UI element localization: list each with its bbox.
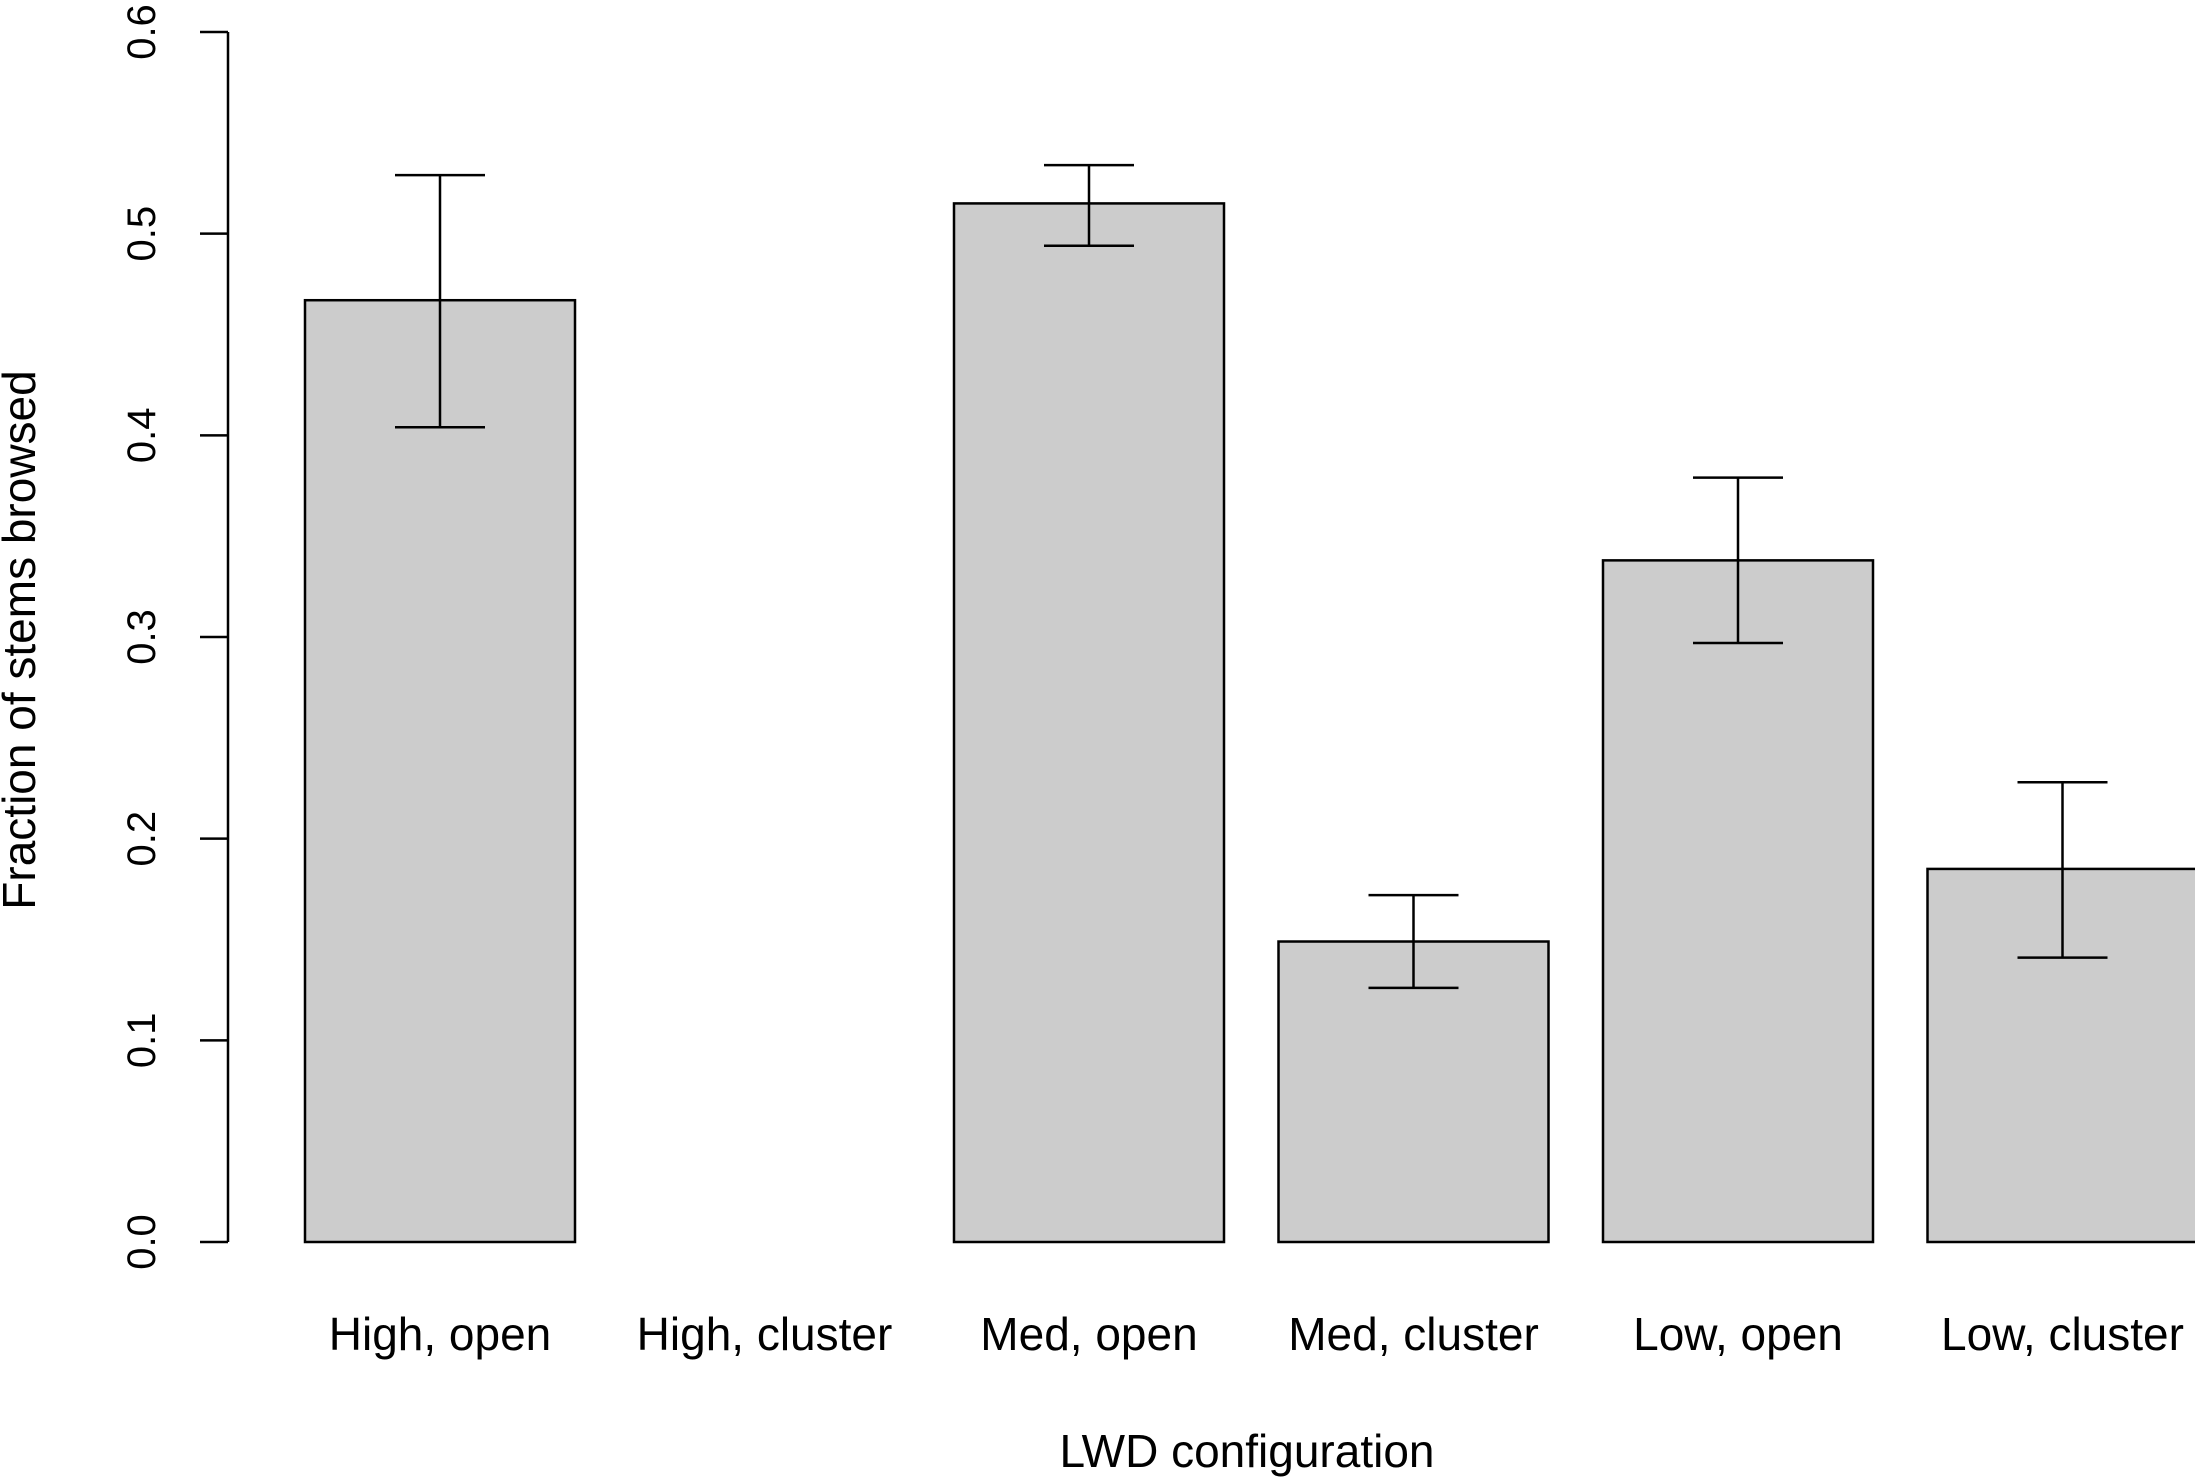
y-axis-title: Fraction of stems browsed (0, 370, 45, 909)
y-tick-label: 0.6 (120, 4, 164, 60)
bar (952, 202, 1226, 1244)
y-tick-label: 0.5 (120, 206, 164, 262)
bar (303, 298, 577, 1244)
x-tick-label: Med, cluster (1288, 1308, 1539, 1360)
bar (1277, 940, 1550, 1244)
bars-group (303, 202, 2195, 1244)
y-tick-label: 0.1 (120, 1013, 164, 1069)
y-tick-label: 0.0 (120, 1214, 164, 1270)
y-tick-label: 0.2 (120, 811, 164, 867)
bar (1601, 559, 1875, 1244)
x-tick-label: Med, open (980, 1308, 1197, 1360)
x-tick-label: Low, open (1633, 1308, 1843, 1360)
x-tick-labels: High, open High, cluster Med, open Med, clu… (329, 1308, 2184, 1360)
x-axis-title: LWD configuration (1060, 1425, 1435, 1477)
y-tick-label: 0.3 (120, 609, 164, 665)
x-tick-label: Low, cluster (1941, 1308, 2184, 1360)
x-tick-label: High, cluster (637, 1308, 893, 1360)
error-bars-group (395, 163, 2108, 990)
x-tick-label: High, open (329, 1308, 552, 1360)
y-tick-label: 0.4 (120, 408, 164, 464)
y-axis: 0.0 0.1 0.2 0.3 0.4 0.5 0.6 (120, 4, 230, 1270)
